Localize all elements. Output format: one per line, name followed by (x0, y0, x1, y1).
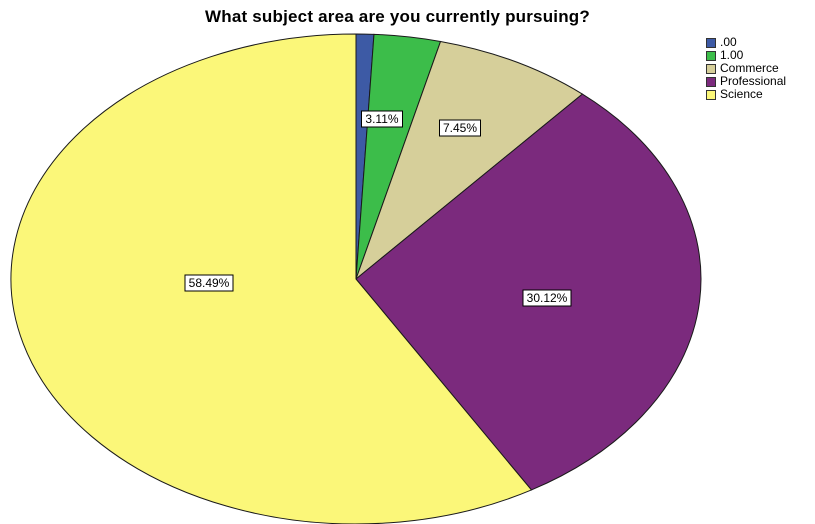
data-label-box (522, 289, 572, 307)
legend-item: Professional (706, 75, 786, 88)
legend-label: .00 (720, 35, 737, 49)
data-label-text: 3.11% (365, 112, 398, 126)
legend-swatch (706, 76, 716, 87)
legend-swatch (706, 37, 716, 48)
legend-item: 1.00 (706, 49, 786, 62)
legend-swatch (706, 89, 716, 100)
legend-item: Commerce (706, 62, 786, 75)
legend-swatch (706, 63, 716, 74)
data-label: 7.45% (439, 119, 481, 137)
legend-label: Commerce (720, 61, 779, 75)
chart-title: What subject area are you currently purs… (205, 7, 590, 26)
data-label-box (184, 274, 234, 292)
pie-slice-commerce (354, 40, 584, 281)
data-label: 3.11% (361, 110, 403, 128)
data-label-box (439, 119, 481, 137)
legend-item: .00 (706, 36, 786, 49)
data-label: 30.12% (522, 289, 572, 307)
legend-label: 1.00 (720, 48, 744, 62)
data-label-text: 58.49% (189, 276, 230, 290)
data-label-box (361, 110, 403, 128)
data-label-text: 30.12% (527, 291, 568, 305)
data-label-text: 7.45% (443, 121, 477, 135)
legend-swatch (706, 50, 716, 61)
legend: .00 1.00 Commerce Professional Science (706, 36, 786, 101)
data-label: 58.49% (184, 274, 234, 292)
legend-label: Professional (720, 74, 787, 88)
legend-label: Science (720, 87, 763, 101)
legend-item: Science (706, 88, 786, 101)
